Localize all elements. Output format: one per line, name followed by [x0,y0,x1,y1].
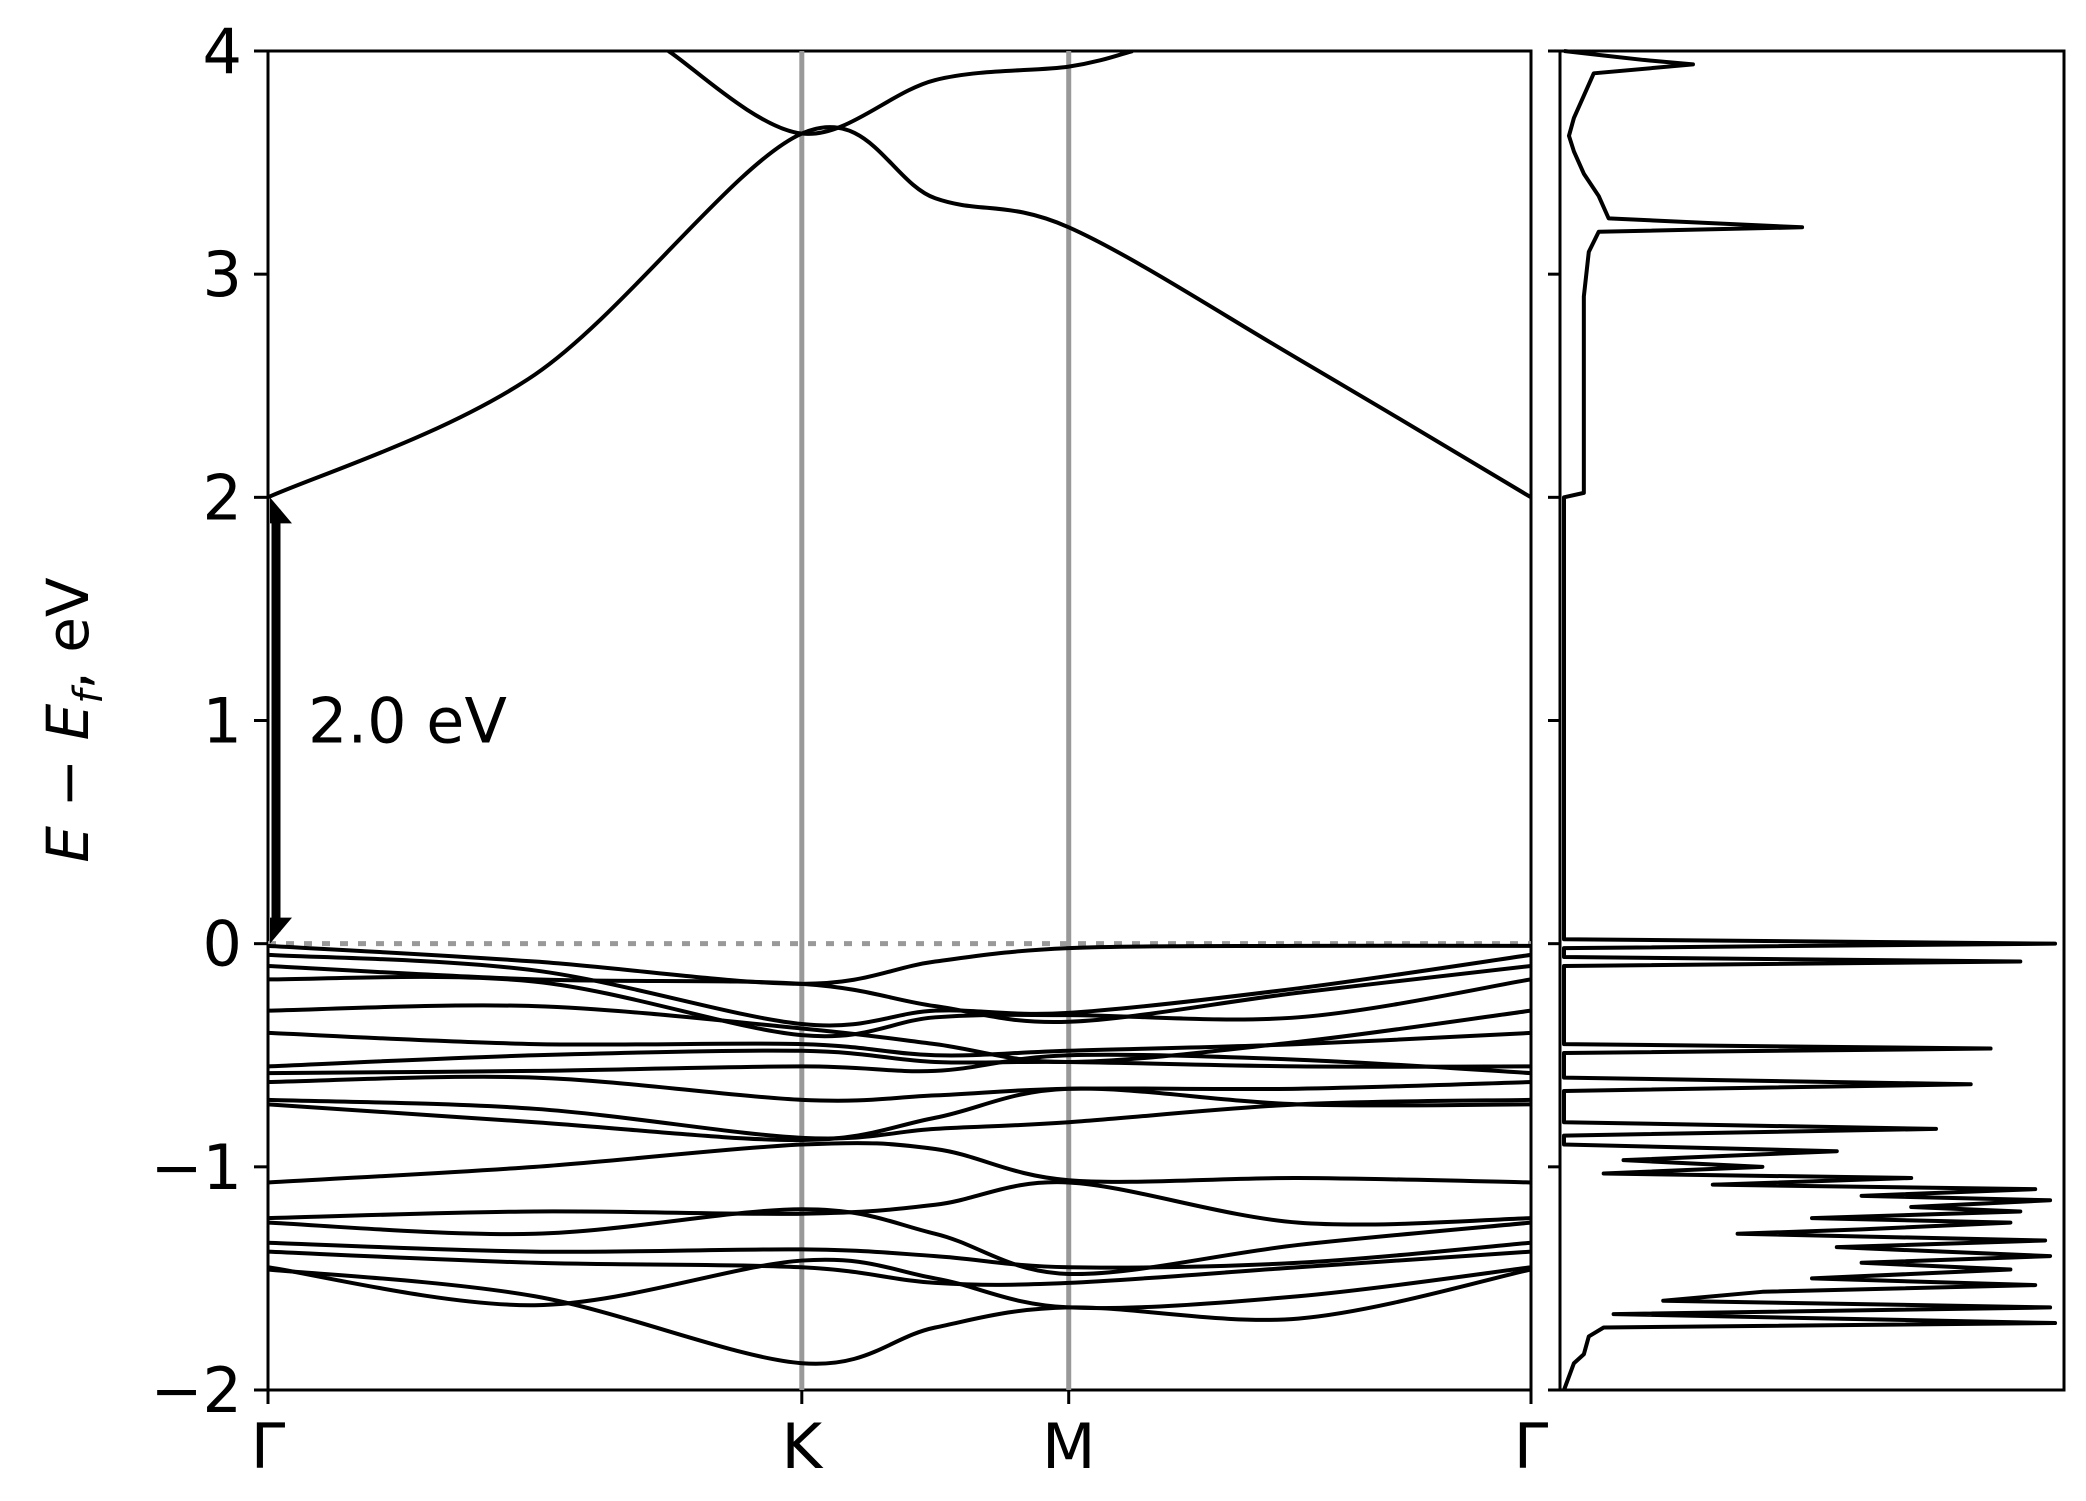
band-line [268,125,1531,500]
band-line [268,1030,1531,1058]
band-curves [268,51,1531,1366]
band-panel: 2.0 eV −2 −1 0 1 2 3 4 Γ K M Γ E − Ef, eV [34,15,1549,1483]
dos-curve [1562,49,2058,1391]
y-tick-label: 2 [203,461,242,534]
y-tick-label: −1 [151,1131,242,1204]
band-line [268,1240,1531,1270]
y-tick-label: 0 [203,908,242,981]
band-gap-label: 2.0 eV [308,685,507,758]
band-line [268,952,1531,1028]
band-line [268,1048,1531,1069]
y-tick-label: −2 [151,1354,242,1427]
band-line [268,1180,1531,1227]
x-tick-label: Γ [251,1410,286,1483]
k-path-lines [799,51,1072,1390]
band-line [268,974,1531,1039]
y-tick-label: 4 [203,15,242,88]
band-line [667,51,1134,136]
gap-arrow-head-top [270,497,292,524]
dos-y-ticks [1548,49,1560,1392]
band-line [268,1074,1531,1103]
band-line [268,1249,1531,1287]
y-axis-ticks: −2 −1 0 1 2 3 4 [151,15,268,1427]
band-gap-arrow [270,497,292,944]
band-line [268,1267,1531,1366]
band-line [268,943,1531,986]
gap-arrow-head-bottom [270,917,292,944]
y-tick-label: 3 [203,238,242,311]
band-line [268,1141,1531,1185]
band-line [268,1207,1531,1277]
band-line [268,1257,1531,1311]
band-line [268,1052,1531,1076]
band-line [268,1086,1531,1143]
band-line [268,1003,1531,1064]
x-tick-label: Γ [1514,1410,1549,1483]
x-tick-label: K [781,1410,823,1483]
x-tick-label: M [1042,1410,1096,1483]
dos-panel [1548,49,2066,1392]
y-axis-label: E − Ef, eV [34,577,112,862]
y-tick-label: 1 [203,685,242,758]
